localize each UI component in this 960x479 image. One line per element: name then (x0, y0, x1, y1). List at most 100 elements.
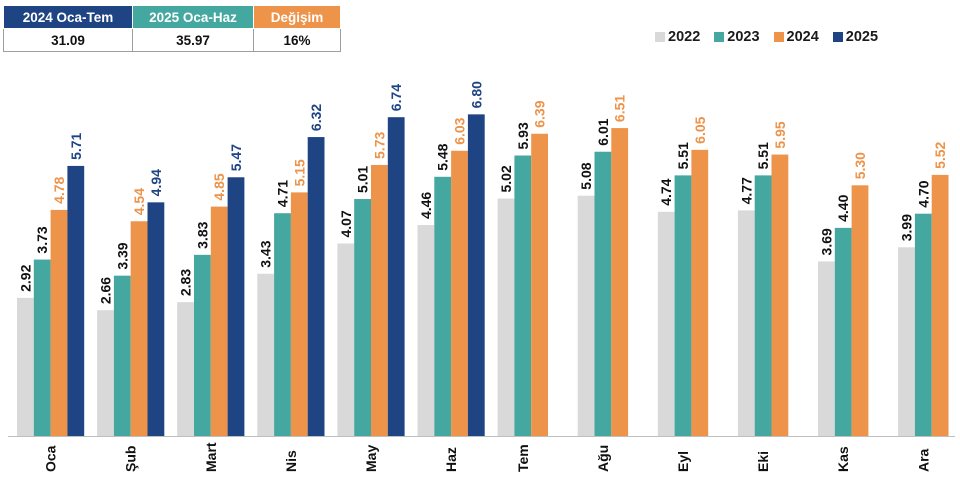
bar-2024-4 (371, 164, 388, 436)
bar-2024-5 (451, 150, 468, 436)
bar-2024-7 (611, 128, 629, 436)
data-label-2022-1: 2.66 (98, 277, 114, 304)
bar-2023-1 (113, 275, 131, 436)
data-label-2024-6: 6.39 (532, 100, 548, 127)
bar-2024-8 (691, 149, 709, 436)
legend-item-2022: 2022 (655, 29, 700, 45)
bar-2024-10 (851, 185, 869, 436)
bar-2023-10 (834, 227, 852, 436)
category-label-3: Nis (283, 450, 299, 472)
bar-2022-11 (898, 247, 915, 436)
data-label-2022-7: 5.08 (578, 162, 594, 189)
data-label-2022-5: 4.46 (418, 192, 434, 219)
summary-value-row: 31.09 35.97 16% (3, 28, 341, 52)
data-label-2022-10: 3.69 (818, 228, 834, 255)
legend-item-2025: 2025 (832, 29, 879, 45)
data-label-2024-1: 4.54 (131, 188, 147, 215)
bar-2023-11 (914, 213, 932, 436)
bar-2023-3 (274, 213, 291, 436)
bar-2022-2 (177, 302, 194, 436)
data-label-2023-2: 3.83 (194, 221, 210, 248)
bar-2022-7 (577, 195, 595, 436)
data-label-2024-5: 6.03 (452, 117, 468, 144)
data-label-2022-2: 2.83 (178, 269, 194, 296)
bar-2024-3 (290, 192, 308, 436)
data-label-2024-4: 5.73 (371, 132, 387, 159)
category-label-6: Tem (515, 444, 531, 472)
legend-swatch-2022 (655, 32, 665, 42)
bar-2025-5 (467, 114, 485, 437)
data-label-2023-10: 4.40 (835, 194, 851, 221)
data-label-2024-9: 5.95 (772, 121, 788, 148)
data-label-2022-3: 3.43 (258, 240, 274, 267)
summary-value-change: 16% (253, 28, 341, 52)
legend-label-2023: 2023 (727, 29, 760, 45)
summary-value-2024: 31.09 (3, 28, 133, 52)
bar-2024-1 (130, 221, 148, 436)
bar-2023-2 (194, 254, 211, 436)
summary-table: 2024 Oca-Tem 2025 Oca-Haz Değişim 31.09 … (3, 5, 341, 52)
category-label-11: Ara (915, 448, 931, 472)
category-label-8: Eyl (675, 451, 691, 472)
bar-2022-3 (257, 273, 275, 436)
legend-label-2022: 2022 (668, 29, 701, 45)
data-label-2025-0: 5.71 (68, 132, 84, 159)
data-label-2023-6: 5.93 (515, 122, 531, 149)
data-label-2023-8: 5.51 (675, 142, 691, 169)
bar-2024-11 (931, 174, 949, 437)
bar-2025-0 (67, 165, 85, 437)
category-label-4: May (363, 445, 379, 472)
bar-2022-4 (337, 243, 355, 436)
data-label-2023-1: 3.39 (114, 242, 130, 269)
legend-label-2024: 2024 (786, 29, 819, 45)
data-label-2022-11: 3.99 (899, 214, 915, 241)
data-label-2025-4: 6.74 (388, 84, 404, 111)
data-label-2024-11: 5.52 (932, 141, 948, 168)
summary-header-row: 2024 Oca-Tem 2025 Oca-Haz Değişim (3, 5, 341, 29)
data-label-2025-5: 6.80 (468, 81, 484, 108)
data-label-2025-1: 4.94 (148, 169, 164, 196)
bar-2025-4 (387, 117, 405, 436)
bar-2023-4 (354, 199, 371, 436)
data-label-2024-2: 4.85 (211, 173, 227, 200)
data-label-2023-9: 5.51 (755, 142, 771, 169)
bar-2022-10 (818, 261, 835, 436)
data-label-2025-2: 5.47 (228, 144, 244, 171)
data-label-2024-8: 6.05 (692, 116, 708, 143)
category-label-9: Eki (755, 451, 771, 472)
summary-value-2025: 35.97 (132, 28, 254, 52)
bar-2022-0 (17, 297, 34, 436)
bar-2023-5 (434, 176, 452, 436)
category-label-1: Şub (123, 446, 139, 472)
data-label-2025-3: 6.32 (308, 104, 324, 131)
bar-2025-1 (147, 202, 165, 436)
data-label-2023-4: 5.01 (355, 166, 371, 193)
data-label-2022-8: 4.74 (658, 178, 674, 205)
bar-2022-9 (737, 210, 755, 436)
bar-2024-2 (210, 206, 228, 436)
category-label-5: Haz (443, 447, 459, 472)
bar-2022-6 (497, 198, 515, 436)
data-label-2023-11: 4.70 (915, 180, 931, 207)
data-label-2022-6: 5.02 (498, 165, 514, 192)
bar-2023-9 (754, 175, 772, 436)
bar-2022-1 (97, 310, 114, 436)
bar-2023-8 (674, 175, 692, 436)
category-label-0: Oca (43, 445, 59, 472)
data-label-2023-7: 6.01 (595, 118, 611, 145)
legend-item-2023: 2023 (714, 29, 760, 45)
legend-swatch-2025 (832, 32, 843, 42)
data-label-2024-3: 5.15 (291, 159, 307, 186)
data-label-2023-3: 4.71 (275, 180, 291, 207)
bar-2023-0 (33, 259, 51, 436)
data-label-2022-9: 4.77 (738, 177, 754, 204)
data-label-2023-0: 3.73 (34, 226, 50, 253)
category-label-2: Mart (203, 442, 219, 472)
legend-label-2025: 2025 (845, 29, 879, 45)
legend-item-2024: 2024 (773, 29, 819, 45)
bar-2022-5 (417, 225, 435, 436)
data-label-2022-0: 2.92 (17, 264, 33, 291)
data-label-2024-10: 5.30 (852, 152, 868, 179)
legend-swatch-2024 (773, 32, 784, 42)
